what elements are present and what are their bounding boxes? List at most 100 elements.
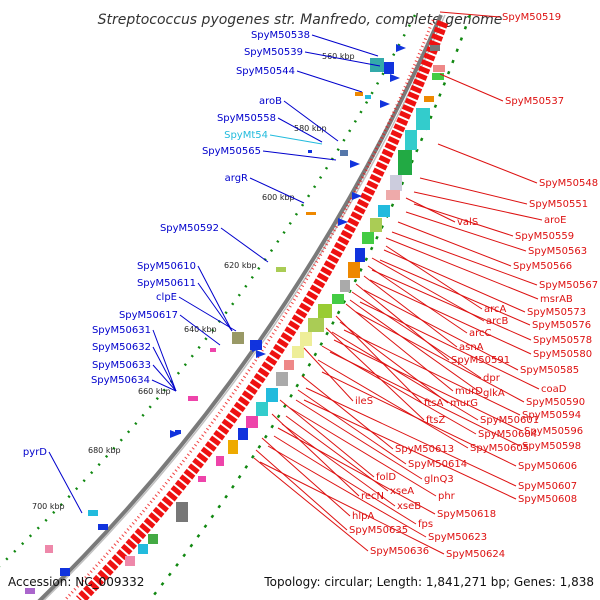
cds-arrow-band [76, 20, 449, 600]
feature-block [250, 340, 262, 350]
gene-label: SpyMt54 [224, 130, 268, 141]
feature-block [60, 568, 70, 576]
feature-block [390, 175, 402, 191]
topology-text: Topology: circular; Length: 1,841,271 bp… [263, 575, 594, 589]
gene-label: SpyM50566 [513, 261, 572, 272]
right-label-line [363, 289, 519, 371]
gene-label: SpyM50580 [533, 349, 592, 360]
tick-label: 680 kbp [88, 446, 121, 455]
right-label-line [371, 257, 485, 322]
gene-label: xseB [397, 501, 421, 512]
feature-block [398, 150, 412, 175]
right-label-line [273, 435, 417, 525]
left-label-line [262, 150, 337, 161]
gene-label: SpyM50592 [160, 223, 219, 234]
feature-block [416, 108, 430, 130]
feature-block [365, 95, 371, 99]
gene-label: SpyM50634 [91, 375, 150, 386]
feature-block [378, 205, 390, 217]
right-label-line [351, 291, 482, 379]
blue-feature-arrow [390, 74, 400, 82]
feature-block [308, 318, 324, 332]
feature-block [125, 556, 135, 566]
feature-block [348, 262, 360, 278]
gene-label: SpyM50635 [349, 525, 408, 536]
feature-block [292, 346, 304, 358]
gene-label: clpE [156, 292, 177, 303]
tick-labels: 560 kbp 580 kbp 600 kbp 620 kbp 640 kbp 660 k… [32, 52, 355, 511]
feature-block [98, 524, 108, 530]
gene-label: SpyM50544 [236, 66, 295, 77]
feature-block [355, 92, 363, 96]
left-label-line [283, 100, 339, 142]
feature-block [405, 130, 417, 150]
gene-label: SpyM50611 [137, 278, 196, 289]
blue-feature-arrow [396, 44, 406, 52]
right-label-line [281, 423, 396, 507]
left-label-line [197, 265, 233, 332]
gene-label: SpyM50551 [529, 199, 588, 210]
feature-block [148, 534, 158, 544]
gene-label: ftsA [424, 398, 443, 409]
gene-label: SpyM50537 [505, 96, 564, 107]
feature-block [276, 267, 286, 272]
right-label-line [383, 249, 526, 313]
gene-label: dpr [483, 373, 501, 384]
right-label-line [413, 203, 514, 237]
left-label-line [249, 177, 305, 204]
gene-label: SpyM50607 [518, 481, 577, 492]
right-label-line [301, 375, 394, 450]
feature-block [228, 440, 238, 454]
feature-block [306, 212, 316, 215]
gene-label: SpyM50636 [370, 546, 429, 557]
blue-feature-arrow [256, 350, 266, 358]
gene-label: SpyM50567 [539, 280, 598, 291]
right-label-line [267, 445, 427, 538]
right-label-line [335, 315, 423, 404]
gene-label: phr [438, 491, 456, 502]
gene-label: SpyM50617 [119, 310, 178, 321]
tick-label: 580 kbp [294, 124, 327, 133]
feature-block [332, 294, 344, 304]
right-label-line [405, 211, 527, 252]
feature-block [238, 428, 248, 440]
gene-label: aroE [544, 215, 566, 226]
left-label-line [220, 227, 269, 263]
right-label-line [349, 299, 482, 394]
gene-label: arcB [486, 316, 509, 327]
feature-block [308, 150, 312, 153]
right-label-line [303, 399, 517, 500]
blue-feature-arrow [338, 218, 348, 226]
gene-label: SpyM50573 [527, 307, 586, 318]
gene-label: hlpA [352, 511, 374, 522]
gene-label: SpyM50591 [451, 355, 510, 366]
right-label-line [289, 407, 437, 497]
gene-label: glnQ3 [424, 474, 454, 485]
feature-block [266, 388, 278, 402]
left-label-line [152, 346, 177, 392]
gene-label: aroB [259, 96, 282, 107]
feature-block [276, 372, 288, 386]
blue-feature-arrow [352, 192, 362, 200]
right-label-line [385, 245, 483, 310]
gene-label: SpyM50539 [244, 47, 303, 58]
gene-label: SpyM50598 [522, 441, 581, 452]
gene-label: SpyM50596 [524, 426, 583, 437]
left-label-line [152, 329, 177, 392]
gene-label: SpyM50606 [518, 461, 577, 472]
right-label-line [355, 311, 525, 403]
gene-label: ileS [355, 396, 373, 407]
right-label-line [297, 389, 407, 465]
right-label-line [333, 339, 523, 432]
right-label-line [279, 399, 375, 478]
gene-label: arcC [469, 328, 492, 339]
right-label-line [355, 283, 450, 361]
right-label-line [413, 191, 543, 221]
blue-feature-arrow [350, 160, 360, 168]
right-label-line [419, 177, 528, 205]
gene-label: recN [361, 491, 384, 502]
gene-label: SpyM50631 [92, 325, 151, 336]
feature-block [340, 150, 348, 156]
left-label-line [277, 117, 323, 143]
